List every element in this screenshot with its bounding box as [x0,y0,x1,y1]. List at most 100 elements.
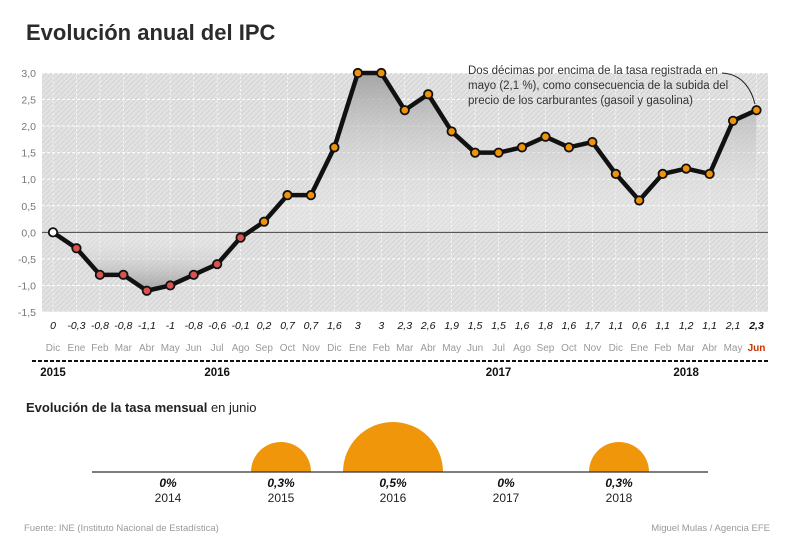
data-point [704,168,715,180]
year-label: 2018 [673,367,699,379]
y-tick-label: -1,0 [18,280,36,292]
data-point [610,168,621,180]
value-label: 1,1 [702,320,717,332]
bubble-value-label: 0% [497,476,515,490]
data-point [376,67,387,79]
month-label: Ene [68,343,86,354]
month-label: Oct [561,343,577,354]
area-negative [53,232,757,291]
month-label: Feb [91,343,109,354]
y-tick-label: 2,0 [21,121,36,133]
value-label: 0,2 [257,320,272,332]
y-tick-label: 0,5 [21,201,36,213]
value-label: -0,8 [114,320,132,332]
month-label: May [442,343,461,354]
data-point [165,280,176,291]
data-point [47,227,59,238]
month-label: Abr [139,343,155,354]
data-point [493,147,504,158]
value-label: -1 [166,320,175,332]
value-label: 2,1 [725,320,741,332]
month-label: Dic [327,343,341,354]
monthly-rate-title: Evolución de la tasa mensual en junio [26,400,257,415]
annotation-text: Dos décimas por encima de la tasa regist… [468,65,728,107]
data-point [540,131,551,142]
data-point [282,190,293,201]
value-label: 1,8 [538,320,553,332]
data-point [469,147,481,158]
annotation-pointer [721,72,756,105]
chart-title: Evolución anual del IPC [26,20,276,45]
value-label: 1,5 [491,320,506,332]
data-point [399,105,410,116]
rate-bubble [343,422,443,472]
data-point [71,243,82,254]
month-label: Ene [349,343,367,354]
value-label: -0,6 [208,320,226,332]
data-point [212,259,223,270]
data-point [423,89,434,100]
month-label: Sep [255,343,273,354]
value-label: -0,3 [67,320,85,332]
value-label: 3 [355,320,361,332]
bubble-value-label: 0,3% [605,476,633,490]
data-point [258,216,270,227]
bubble-year-label: 2018 [606,491,633,505]
y-tick-label: -0,5 [18,254,36,266]
rate-bubble [251,442,311,472]
month-label: Dic [46,343,60,354]
month-label: Jun [748,343,766,354]
year-label: 2015 [40,367,66,379]
data-point [141,285,152,296]
month-label: Feb [654,343,672,354]
bubble-value-label: 0,3% [267,476,295,490]
bubble-year-label: 2016 [380,491,407,505]
y-tick-label: 0,0 [21,227,36,239]
month-label: Mar [678,343,696,354]
value-label: 0,7 [304,320,320,332]
value-label: 1,6 [515,320,530,332]
month-label: Ene [630,343,648,354]
month-label: Nov [302,343,320,354]
data-point [446,126,457,137]
data-point [751,105,762,116]
rate-bubble [589,442,649,472]
month-label: Jun [186,343,202,354]
data-point [681,163,692,174]
month-label: Jun [467,343,483,354]
data-point [352,67,363,79]
value-label: -1,1 [138,320,156,332]
value-label: 1,2 [679,320,694,332]
bubble-year-label: 2015 [268,491,295,505]
data-point [587,136,598,148]
value-label: 0 [50,320,56,332]
bubble-year-label: 2014 [155,491,182,505]
value-label: 1,5 [468,320,483,332]
area-positive [53,73,757,233]
data-point [516,142,528,153]
month-label: Sep [537,343,555,354]
value-label: -0,8 [91,320,109,332]
month-label: Jul [211,343,224,354]
value-label: 1,1 [655,320,670,332]
year-label: 2016 [204,367,230,379]
value-label: 1,7 [585,320,601,332]
y-tick-label: 1,5 [21,148,36,160]
data-point [188,269,199,280]
value-label: 1,9 [444,320,459,332]
y-tick-label: 3,0 [21,68,36,80]
credit-note: Miguel Mulas / Agencia EFE [651,523,770,534]
data-point [235,232,246,243]
value-label: 1,6 [562,320,577,332]
month-label: Abr [702,343,718,354]
source-note: Fuente: INE (Instituto Nacional de Estad… [24,523,219,534]
month-label: Dic [609,343,623,354]
data-point [634,195,645,206]
value-label: 3 [378,320,384,332]
month-label: Mar [115,343,133,354]
value-label: 0,7 [280,320,296,332]
data-point [118,269,129,280]
value-label: 2,6 [420,320,436,332]
bubble-value-label: 0% [159,476,177,490]
